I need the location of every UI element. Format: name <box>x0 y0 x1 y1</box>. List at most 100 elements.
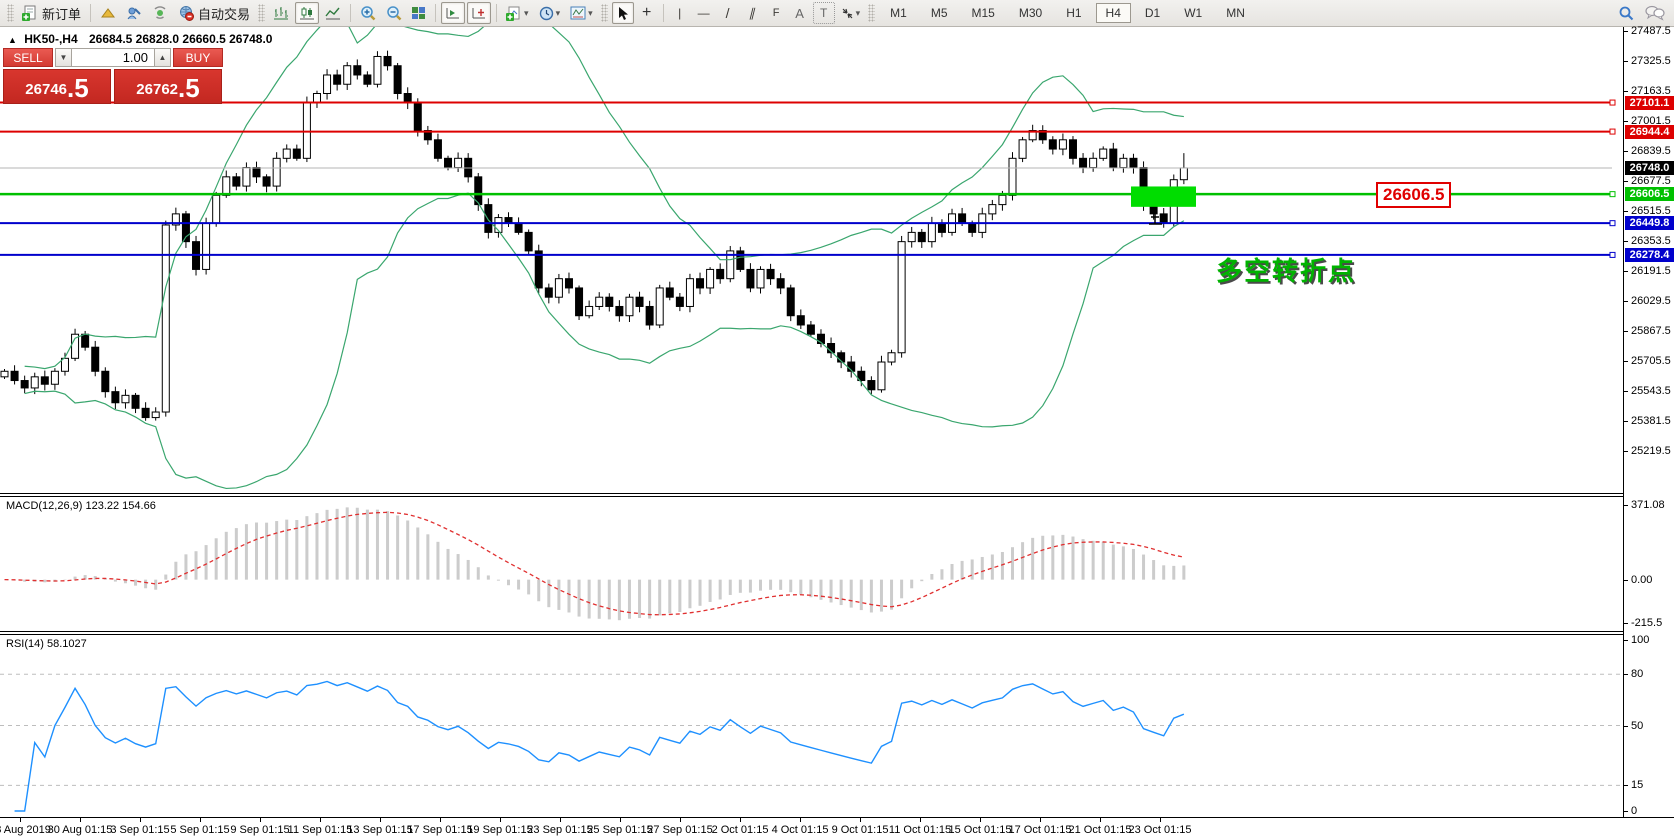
chart-shift-icon[interactable] <box>467 2 492 24</box>
time-tick <box>320 818 321 822</box>
chat-icon[interactable] <box>1641 2 1669 24</box>
text-label-tool-icon[interactable]: T <box>812 2 835 24</box>
signals-icon[interactable] <box>148 2 172 24</box>
axis-tick <box>1624 811 1628 812</box>
auto-scroll-icon[interactable] <box>441 2 466 24</box>
axis-tick <box>1624 31 1628 32</box>
cursor-tool-icon[interactable] <box>611 2 634 24</box>
periods-menu-button[interactable]: ▾ <box>535 2 565 24</box>
toolbar-grip[interactable] <box>7 4 14 22</box>
timeframe-button-h1[interactable]: H1 <box>1066 6 1082 20</box>
trendline-tool-icon[interactable]: / <box>725 5 730 21</box>
sell-button[interactable]: SELL <box>3 48 53 67</box>
indicators-menu-button[interactable]: ▾ <box>502 2 533 24</box>
volume-input[interactable]: 1.00 <box>72 48 154 67</box>
level-callout-box[interactable]: 26606.5 <box>1376 182 1452 209</box>
buy-button[interactable]: BUY <box>173 48 223 67</box>
chart-window[interactable]: ▲ HK50-,H4 26684.5 26828.0 26660.5 26748… <box>0 25 1674 839</box>
new-order-icon <box>22 5 36 21</box>
sell-price-button[interactable]: 26746 .5 <box>3 69 111 104</box>
fibonacci-tool-icon[interactable]: F <box>772 7 780 19</box>
market-watch-icon[interactable] <box>122 2 146 24</box>
vertical-line-tool-icon[interactable]: | <box>678 6 682 20</box>
axis-tick-label: 27001.5 <box>1631 115 1671 127</box>
price-level-label: 26449.8 <box>1625 216 1674 231</box>
macd-indicator-canvas[interactable] <box>0 497 1622 631</box>
tile-windows-icon[interactable] <box>408 2 430 24</box>
pane-divider[interactable] <box>0 631 1674 635</box>
candlestick-mode-icon[interactable] <box>295 2 320 24</box>
buy-price-main: 26762 <box>136 81 179 98</box>
main-toolbar: 新订单 自动交易 <box>0 0 1674 27</box>
time-axis-label: 15 Oct 01:15 <box>948 824 1012 836</box>
time-tick <box>740 818 741 822</box>
history-icon[interactable] <box>96 2 120 24</box>
pane-divider[interactable] <box>0 493 1674 497</box>
arrows-tool-button[interactable]: ▾ <box>837 2 865 24</box>
axis-tick <box>1624 151 1628 152</box>
time-axis-label: 17 Oct 01:15 <box>1008 824 1072 836</box>
price-level-label: 27101.1 <box>1625 95 1674 110</box>
toolbar-grip[interactable] <box>258 4 266 22</box>
main-chart-canvas[interactable] <box>0 27 1622 493</box>
auto-trading-button[interactable]: 自动交易 <box>174 2 254 24</box>
templates-menu-button[interactable]: ▾ <box>566 2 597 24</box>
time-tick <box>1160 818 1161 822</box>
new-order-button[interactable]: 新订单 <box>18 2 85 24</box>
horizontal-line-tool-icon[interactable]: — <box>697 6 710 20</box>
time-tick <box>620 818 621 822</box>
collapse-icon[interactable]: ▲ <box>8 35 17 45</box>
bar-chart-mode-icon[interactable] <box>269 2 293 24</box>
time-axis-label: 13 Sep 01:15 <box>347 824 413 836</box>
axis-tick <box>1624 271 1628 272</box>
time-tick <box>500 818 501 822</box>
crosshair-tool-icon[interactable]: + <box>641 4 652 21</box>
time-tick <box>200 818 201 822</box>
axis-tick <box>1624 361 1628 362</box>
axis-tick <box>1624 451 1628 452</box>
dropdown-icon: ▾ <box>524 7 529 18</box>
price-level-label: 26748.0 <box>1625 160 1674 175</box>
toolbar-grip[interactable] <box>868 4 876 22</box>
turning-point-text[interactable]: 多空转折点 <box>1216 256 1357 286</box>
entry-marker-icon <box>1149 210 1162 225</box>
axis-tick <box>1624 505 1628 506</box>
macd-axis-label: -215.5 <box>1631 617 1663 629</box>
toolbar-separator <box>90 4 92 22</box>
axis-tick-label: 27163.5 <box>1631 85 1671 97</box>
text-tool-icon[interactable]: A <box>795 5 804 21</box>
price-axis[interactable]: 27101.1 26944.4 26748.0 26606.5 26449.8 26278… <box>1623 25 1674 817</box>
timeframe-button-w1[interactable]: W1 <box>1184 6 1203 20</box>
timeframe-button-mn[interactable]: MN <box>1226 6 1245 20</box>
channel-tool-icon[interactable]: ∥ <box>748 6 755 20</box>
timeframe-button-h4[interactable]: H4 <box>1095 3 1131 23</box>
timeframe-button-m30[interactable]: M30 <box>1018 6 1043 20</box>
search-icon[interactable] <box>1614 2 1639 24</box>
time-tick <box>20 818 21 822</box>
timeframe-button-m5[interactable]: M5 <box>930 6 948 20</box>
line-chart-mode-icon[interactable] <box>321 2 345 24</box>
dropdown-icon: ▾ <box>555 7 561 18</box>
macd-label: MACD(12,26,9) 123.22 154.66 <box>6 500 156 512</box>
rsi-axis-label: 100 <box>1631 634 1650 646</box>
volume-increase-button[interactable]: ▲ <box>154 48 171 67</box>
buy-price-button[interactable]: 26762 .5 <box>114 69 222 104</box>
zoom-in-icon[interactable] <box>356 2 380 24</box>
time-tick <box>260 818 261 822</box>
price-level-label: 26606.5 <box>1625 187 1674 202</box>
rsi-axis-label: 15 <box>1631 779 1644 792</box>
zoom-out-icon[interactable] <box>382 2 406 24</box>
timeframe-button-m15[interactable]: M15 <box>971 6 995 20</box>
timeframe-button-m1[interactable]: M1 <box>890 6 907 20</box>
time-axis-label: 5 Sep 01:15 <box>170 824 230 836</box>
toolbar-grip[interactable] <box>600 4 608 22</box>
one-click-trade-panel: SELL ▼ 1.00 ▲ BUY 26746 .5 26762 .5 <box>3 48 223 104</box>
time-axis-label: 27 Sep 01:15 <box>647 824 713 836</box>
new-order-label: 新订单 <box>42 6 82 22</box>
volume-decrease-button[interactable]: ▼ <box>55 48 72 67</box>
axis-tick <box>1624 331 1628 332</box>
time-axis-label: 4 Oct 01:15 <box>771 824 829 836</box>
timeframe-button-d1[interactable]: D1 <box>1144 6 1161 20</box>
rsi-indicator-canvas[interactable] <box>0 635 1622 817</box>
